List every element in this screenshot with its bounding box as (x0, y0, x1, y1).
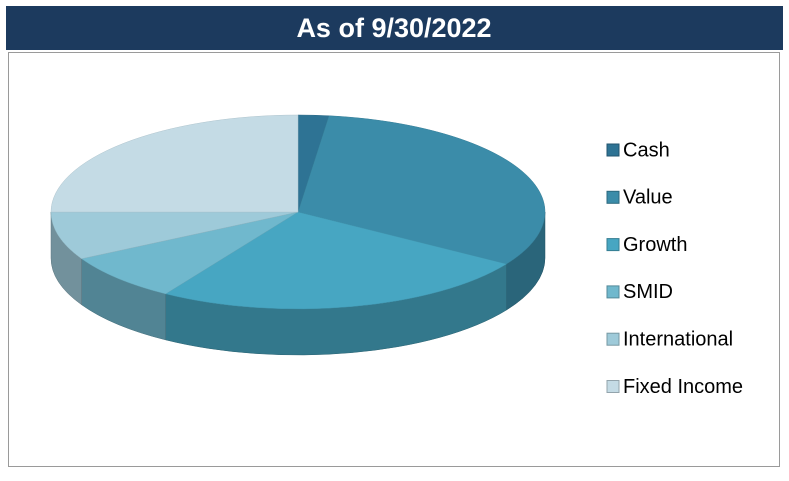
legend-swatch (606, 332, 620, 346)
legend-swatch (606, 380, 620, 393)
pie-slice (50, 114, 299, 213)
pie-slice (80, 211, 299, 295)
legend-label: SMID (623, 281, 673, 303)
pie-slice (165, 211, 508, 310)
legend: Cash Value Growth SMID International Fixed In… (606, 139, 743, 398)
legend-label: Fixed Income (623, 376, 743, 398)
legend-swatch (606, 238, 620, 252)
legend-swatch (606, 143, 620, 157)
legend-label: Value (623, 187, 673, 209)
legend-label: Growth (623, 234, 687, 256)
title-bar (6, 6, 783, 50)
pie-slice (50, 211, 299, 259)
legend-label: Cash (623, 139, 670, 161)
chart-title: As of 9/30/2022 (296, 13, 491, 43)
legend-swatch (606, 190, 620, 204)
pie-slice (297, 115, 546, 265)
legend-label: International (623, 328, 733, 350)
plot-border (8, 52, 780, 467)
pie-tops (50, 114, 546, 310)
legend-swatch (606, 285, 620, 299)
